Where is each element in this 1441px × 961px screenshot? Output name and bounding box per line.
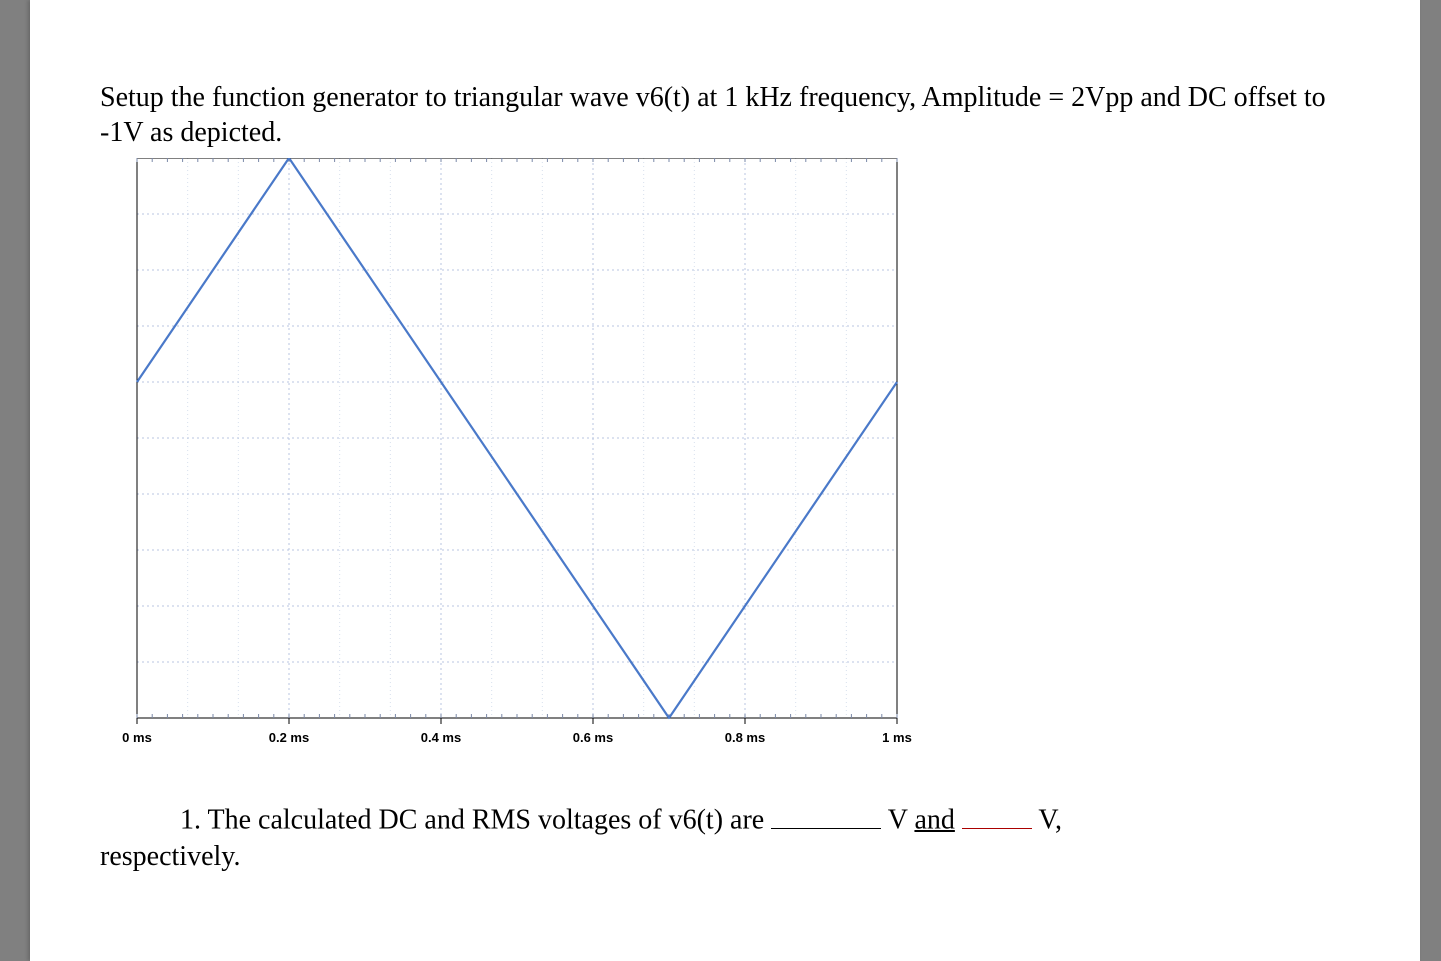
x-axis-label: 0.4 ms bbox=[421, 730, 461, 745]
question-1-mid-v1: V bbox=[888, 804, 915, 835]
x-axis-label: 0.8 ms bbox=[725, 730, 765, 745]
x-axis-label: 0 ms bbox=[122, 730, 152, 745]
question-1-line2: respectively. bbox=[100, 839, 1350, 875]
question-1-line1: 1. The calculated DC and RMS voltages of… bbox=[180, 798, 1350, 839]
answer-blank-rms[interactable] bbox=[962, 799, 1032, 829]
question-1-tail: V, bbox=[1038, 804, 1062, 835]
x-axis-label: 0.6 ms bbox=[573, 730, 613, 745]
oscilloscope-svg: 0 ms 0.2 ms 0.4 ms 0.6 ms 0.8 ms 1 ms bbox=[122, 158, 942, 758]
question-1: 1. The calculated DC and RMS voltages of… bbox=[100, 798, 1350, 875]
x-axis-label: 0.2 ms bbox=[269, 730, 309, 745]
question-1-and: and bbox=[914, 804, 954, 835]
x-axis-label: 1 ms bbox=[882, 730, 912, 745]
intro-paragraph: Setup the function generator to triangul… bbox=[100, 80, 1350, 150]
document-page: Setup the function generator to triangul… bbox=[30, 0, 1420, 961]
oscilloscope-chart: 0 ms 0.2 ms 0.4 ms 0.6 ms 0.8 ms 1 ms bbox=[122, 158, 1350, 758]
answer-blank-dc[interactable] bbox=[771, 799, 881, 829]
question-1-prefix: 1. The calculated DC and RMS voltages of… bbox=[180, 804, 771, 835]
